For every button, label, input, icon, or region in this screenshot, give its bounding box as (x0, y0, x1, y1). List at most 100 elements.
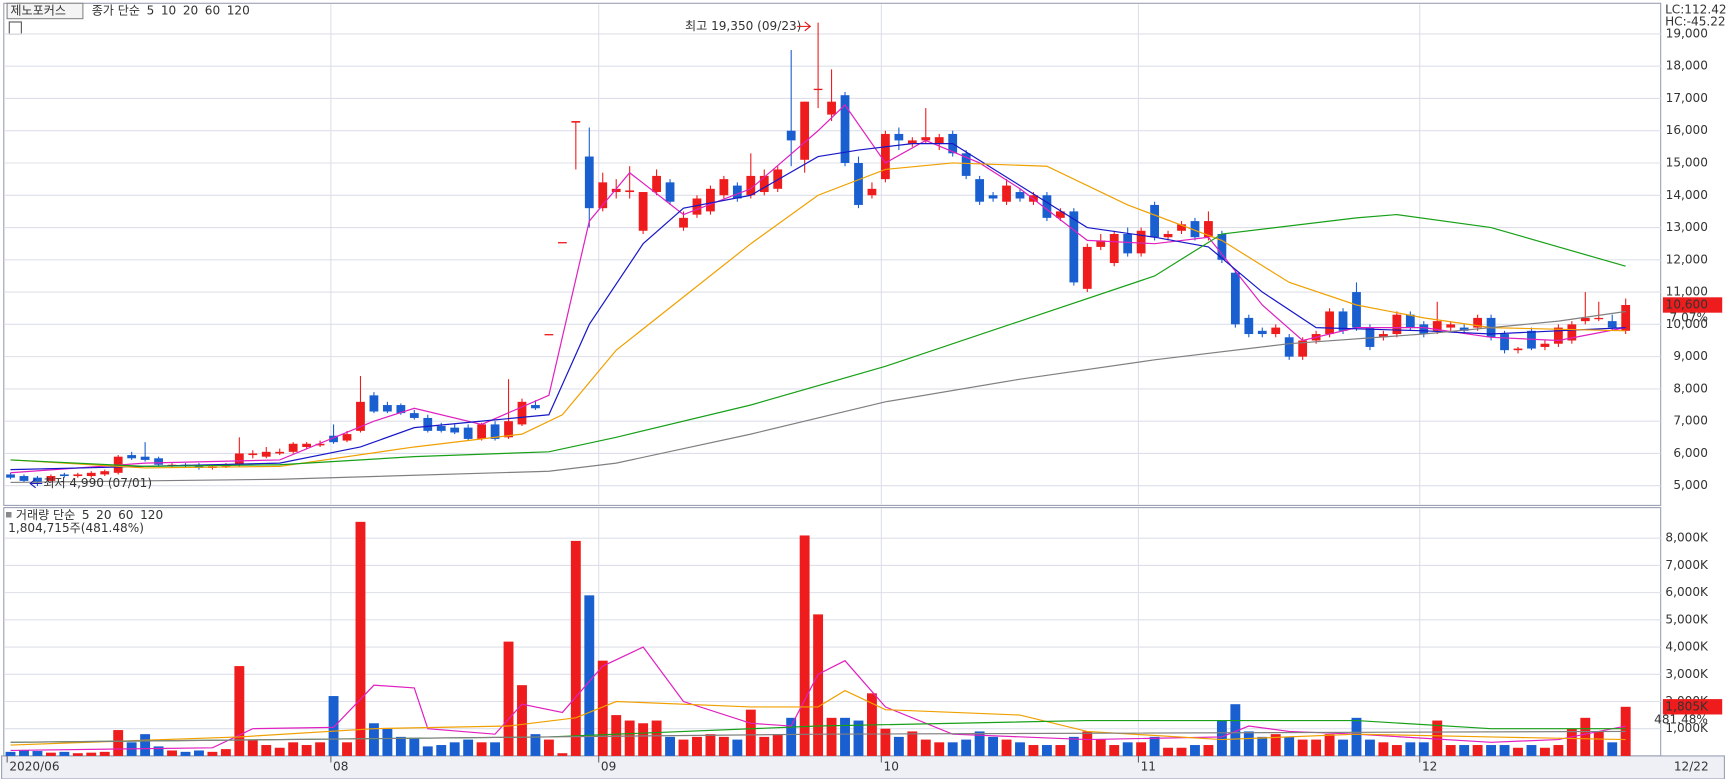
candle-body (409, 413, 419, 418)
last-price: 10,600 (1666, 297, 1708, 311)
volume-bar (543, 739, 554, 756)
volume-bar (1149, 736, 1160, 756)
y-tick-label: 9,000 (1673, 349, 1708, 363)
volume-bar (1580, 717, 1591, 756)
candle-body (652, 175, 661, 193)
candle-body (356, 401, 365, 431)
candle-body (961, 153, 971, 176)
volume-bar (1163, 747, 1173, 756)
candle-body (504, 421, 513, 438)
candle-body (732, 185, 742, 199)
candle-body (234, 453, 244, 465)
volume-bar (1418, 742, 1429, 756)
volume-bar (1486, 745, 1497, 756)
y-tick-label: 3,000K (1665, 667, 1709, 681)
candle-body (1446, 324, 1456, 328)
candle-body (1459, 327, 1469, 331)
volume-bar (517, 685, 527, 756)
volume-bar (207, 751, 218, 756)
candle-body (1163, 233, 1173, 238)
candle-body (1271, 327, 1281, 335)
y-tick-label: 8,000 (1673, 381, 1708, 395)
candle-body (1473, 317, 1483, 328)
candle-body (1607, 321, 1617, 328)
volume-bar (840, 717, 850, 756)
volume-bar (1311, 739, 1322, 756)
volume-bar (597, 660, 608, 756)
volume-bar (1284, 736, 1295, 756)
volume-bar (490, 742, 501, 756)
candle-body (33, 477, 42, 483)
y-tick-label: 15,000 (1666, 155, 1708, 169)
candle-body (1204, 221, 1213, 238)
volume-bar (799, 535, 810, 756)
legend-label: 거래량 단순 (16, 508, 75, 522)
volume-bar (463, 739, 474, 756)
last-date: 12/22 (1674, 759, 1709, 773)
candle-body (1500, 334, 1509, 351)
volume-bar (826, 717, 837, 756)
volume-bar (1351, 717, 1362, 756)
candle-body (894, 133, 904, 141)
candle-body (665, 182, 675, 202)
candle-body (436, 426, 446, 431)
candle-body (1244, 317, 1254, 335)
volume-bar (745, 709, 756, 756)
y-tick-label: 1,000K (1665, 721, 1709, 735)
volume-bar (1620, 706, 1631, 756)
candle-body (315, 443, 325, 446)
candle-body (531, 405, 540, 409)
volume-bar (261, 745, 272, 756)
volume-bar (557, 753, 568, 756)
volume-bar (1243, 731, 1254, 756)
volume-bar (1041, 745, 1052, 756)
candle-body (329, 435, 338, 443)
volume-bar (1015, 742, 1025, 756)
volume-bar (140, 734, 151, 756)
candle-body (854, 162, 863, 205)
volume-bar (1297, 739, 1308, 756)
last-price-box (1662, 297, 1723, 313)
candle-body (571, 121, 581, 123)
candle-body (1540, 343, 1550, 347)
legend-entry: 120 (227, 3, 250, 17)
candle-body (1096, 240, 1106, 247)
settings-icon[interactable] (8, 21, 22, 35)
volume-bar (153, 746, 164, 756)
candle-body (1190, 221, 1200, 238)
volume-bar (1445, 745, 1456, 756)
volume-bar (1513, 747, 1523, 756)
y-tick-label: 14,000 (1666, 188, 1708, 202)
y-tick-label: 6,000K (1665, 585, 1709, 599)
low-annotation: 최저 4,990 (07/01) (43, 476, 152, 490)
legend-entry: 60 (118, 508, 133, 522)
volume-bar (907, 731, 918, 756)
volume-bar (1324, 734, 1335, 756)
candle-body (1567, 324, 1577, 341)
x-tick-label: 11 (1141, 759, 1156, 773)
volume-bar (1270, 734, 1281, 756)
candle-body (719, 179, 729, 196)
y-tick-label: 7,000 (1673, 414, 1708, 428)
volume-bar (1257, 736, 1268, 756)
candle-body (759, 175, 769, 193)
candle-body (1432, 321, 1442, 331)
volume-bar (1459, 745, 1470, 756)
x-tick-label: 10 (884, 759, 899, 773)
candle-body (1082, 246, 1092, 289)
volume-bar (1391, 745, 1402, 756)
high-annotation: 최고 19,350 (09/23) (685, 19, 801, 33)
candle-body (813, 88, 823, 91)
hc-label: HC:-45.22 (1665, 14, 1726, 28)
candle-body (396, 405, 406, 414)
candle-body (988, 195, 998, 199)
volume-bar (1136, 742, 1147, 756)
volume-bar (961, 739, 972, 756)
candle-body (73, 474, 83, 477)
volume-bar (651, 720, 662, 756)
volume-bar (1607, 742, 1618, 756)
volume-bar (853, 720, 864, 756)
legend-entry: 20 (96, 508, 111, 522)
volume-bar (1055, 745, 1066, 756)
